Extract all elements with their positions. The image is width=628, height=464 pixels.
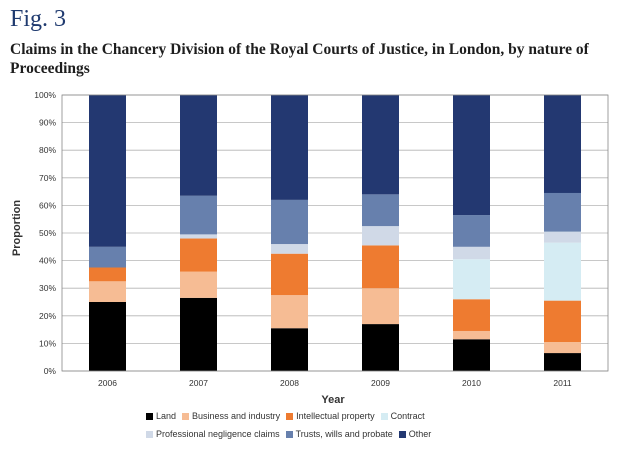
legend-swatch (182, 412, 190, 420)
x-tick-label: 2008 (280, 378, 299, 388)
y-tick-label: 60% (39, 200, 56, 210)
y-tick-label: 10% (39, 338, 56, 348)
bar-segment (453, 299, 490, 331)
bar-segment (362, 95, 399, 195)
x-tick-label: 2006 (98, 378, 117, 388)
bar-segment (544, 192, 581, 232)
bar-segment (271, 95, 308, 200)
bar-segment (89, 281, 126, 302)
legend-item: Trusts, wills and probate (285, 429, 393, 439)
bar-segment (89, 95, 126, 247)
bar-segment (362, 324, 399, 371)
bar-segment (180, 297, 217, 371)
bar-segment (89, 267, 126, 282)
bar-segment (180, 234, 217, 239)
legend-swatch (146, 412, 153, 420)
bar-segment (362, 194, 399, 227)
bar-segment (453, 339, 490, 371)
y-tick-label: 0% (44, 366, 57, 376)
bar-segment (544, 342, 581, 354)
bar-segment (453, 95, 490, 216)
legend-swatch (380, 412, 388, 420)
bar-segment (362, 288, 399, 325)
bar-segment (180, 195, 217, 235)
legend-label: Land (156, 411, 177, 421)
x-axis-title: Year (321, 394, 345, 406)
legend-swatch (286, 412, 294, 420)
y-tick-label: 80% (39, 145, 56, 155)
bar-segment (544, 231, 581, 243)
bar-segment (271, 328, 308, 371)
bar-segment (271, 253, 308, 296)
bar-segment (362, 245, 399, 289)
legend-item: Other (398, 429, 432, 439)
y-tick-label: 20% (39, 311, 56, 321)
legend-label: Business and industry (192, 411, 281, 421)
x-tick-label: 2007 (189, 378, 208, 388)
x-tick-label: 2010 (462, 378, 481, 388)
y-tick-label: 90% (39, 118, 56, 128)
y-axis-title: Proportion (11, 200, 23, 256)
legend-swatch (285, 430, 293, 438)
bar-segment (453, 215, 490, 247)
y-tick-label: 40% (39, 256, 56, 266)
bar-segment (271, 199, 308, 245)
x-tick-label: 2011 (553, 378, 572, 388)
legend-label: Trusts, wills and probate (295, 429, 393, 439)
chart-title: Claims in the Chancery Division of the R… (10, 41, 589, 77)
legend-label: Professional negligence claims (156, 429, 280, 439)
bar-segment (180, 95, 217, 196)
bar-segment (180, 271, 217, 298)
legend-item: Contract (380, 411, 425, 421)
legend-label: Other (408, 429, 432, 439)
legend-label: Contract (390, 411, 425, 421)
x-tick-label: 2009 (371, 378, 390, 388)
bar-segment (544, 353, 581, 371)
legend-item: Intellectual property (286, 411, 375, 421)
bar-segment (362, 226, 399, 246)
y-tick-label: 70% (39, 173, 56, 183)
legend-item: Land (146, 411, 176, 421)
bar-segment (453, 330, 490, 340)
bar-segment (180, 238, 217, 272)
figure-label: Fig. 3 (10, 6, 67, 32)
plot-frame (61, 94, 609, 372)
y-tick-label: 30% (39, 283, 56, 293)
bar-segment (271, 295, 308, 329)
y-tick-label: 100% (34, 90, 56, 100)
bar-segment (271, 244, 308, 254)
bar-segment (453, 246, 490, 260)
y-tick-label: 50% (39, 228, 56, 238)
chart-legend: Land Business and industry Intellectual pr… (146, 411, 466, 447)
bar-segment (89, 302, 126, 371)
legend-item: Professional negligence claims (146, 429, 280, 439)
legend-label: Intellectual property (296, 411, 375, 421)
legend-item: Business and industry (182, 411, 280, 421)
bar-segment (544, 95, 581, 193)
bar-segment (89, 246, 126, 268)
legend-swatch (398, 430, 406, 438)
legend-swatch (146, 430, 153, 438)
bar-segment (544, 300, 581, 343)
bar-segment (544, 242, 581, 301)
bar-segment (453, 259, 490, 300)
